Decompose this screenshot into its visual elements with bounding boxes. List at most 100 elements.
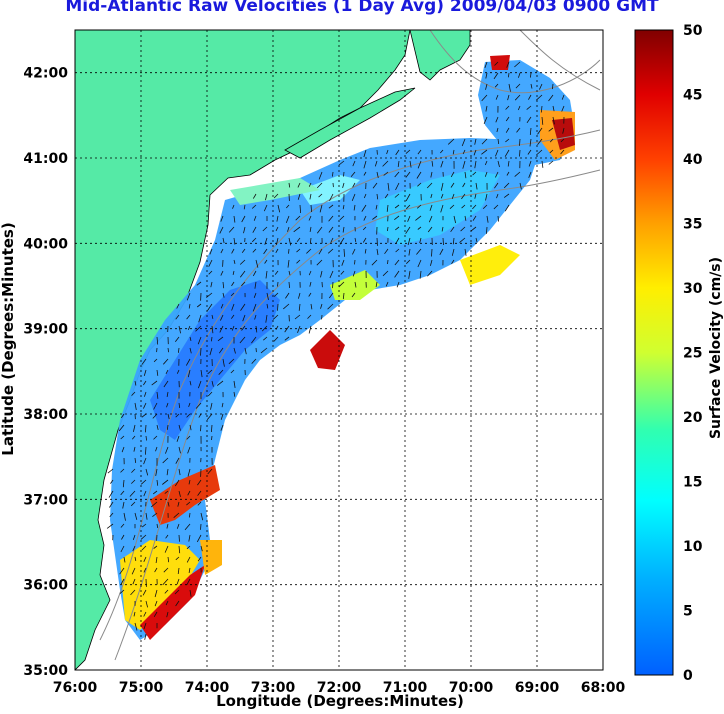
velocity-arrow [232,204,235,209]
velocity-arrow [209,347,213,356]
velocity-arrow [143,457,147,465]
velocity-arrow [449,204,455,209]
velocity-arrow [162,457,169,464]
velocity-arrow [163,358,169,365]
velocity-arrow [120,435,125,440]
velocity-arrow [122,501,125,509]
velocity-arrow [341,259,345,266]
colorbar-tick-label: 45 [683,88,702,104]
velocity-arrow [450,182,455,188]
velocity-arrow [220,424,224,431]
velocity-arrow [274,270,279,275]
velocity-arrow [295,215,301,221]
velocity-arrow [464,171,467,179]
velocity-arrow [354,237,357,242]
velocity-arrow [211,424,213,433]
velocity-arrow [164,589,169,594]
velocity-arrow [470,226,477,232]
velocity-arrow [460,226,466,232]
velocity-arrow [288,182,291,188]
velocity-arrow [375,281,378,287]
velocity-arrow [417,149,422,155]
velocity-arrow [352,182,356,188]
velocity-arrow [516,127,521,133]
velocity-arrow [185,358,191,366]
velocity-arrow [328,204,334,209]
velocity-arrow [560,138,565,143]
velocity-arrow [528,94,532,100]
velocity-arrow [186,413,191,418]
velocity-arrow [253,215,257,221]
velocity-arrow [241,215,246,223]
velocity-arrow [275,248,279,254]
velocity-arrow [176,303,180,309]
velocity-arrow [309,193,312,200]
velocity-arrow [284,336,290,341]
velocity-arrow [155,446,158,452]
velocity-arrow [416,204,422,209]
velocity-arrow [233,215,236,223]
velocity-arrow [154,567,158,573]
velocity-arrow [343,248,345,257]
velocity-arrow [332,281,334,289]
velocity-arrow [134,622,138,631]
velocity-arrow [143,402,147,409]
y-tick-label: 41:00 [23,151,68,167]
velocity-arrow [363,160,367,169]
velocity-arrow [485,105,488,112]
velocity-arrow [518,72,521,78]
velocity-arrow [240,303,246,311]
velocity-arrow [118,424,125,432]
velocity-arrow [461,193,466,200]
velocity-arrow [394,193,400,198]
velocity-arrow [265,193,268,201]
velocity-arrow [244,347,247,355]
velocity-arrow [162,479,169,485]
y-tick-label: 42:00 [23,66,68,82]
velocity-arrow [231,303,235,311]
velocity-arrow [131,435,136,440]
velocity-arrow [211,380,214,387]
x-tick-label: 69:00 [515,680,560,696]
velocity-arrow [132,578,136,585]
velocity-arrow [417,160,422,169]
velocity-arrow [151,380,158,386]
velocity-arrow [167,501,170,507]
plot-frame [74,29,604,671]
velocity-arrow [152,490,158,495]
velocity-arrow [472,204,477,210]
velocity-arrow [427,270,433,277]
velocity-arrow [293,226,301,233]
velocity-arrow [109,501,114,508]
velocity-arrow [374,160,378,167]
velocity-arrow [220,314,224,321]
velocity-arrow [109,512,114,518]
y-tick-label: 38:00 [23,407,68,423]
velocity-arrow [276,237,279,245]
velocity-arrow [200,424,202,432]
x-tick-label: 73:00 [251,680,296,696]
velocity-arrow [152,413,158,419]
velocity-arrow [228,358,235,365]
velocity-arrow [141,523,147,528]
velocity-arrow [166,391,169,397]
velocity-arrow [318,171,323,180]
velocity-arrow [495,116,499,123]
velocity-arrow [540,105,543,113]
velocity-arrow [233,347,236,354]
velocity-arrow [131,567,136,575]
velocity-arrow [211,336,213,342]
x-tick-label: 75:00 [119,680,164,696]
velocity-arrow [263,248,268,255]
velocity-arrow [407,237,411,246]
velocity-arrow [220,248,224,254]
velocity-arrow [395,182,400,191]
velocity-arrow [189,347,192,354]
velocity-arrow [441,226,444,232]
velocity-arrow [252,226,257,233]
velocity-arrow [361,204,367,212]
velocity-arrow [288,248,290,254]
velocity-arrow [474,138,477,145]
velocity-arrow [442,237,444,246]
velocity-arrow [121,446,125,453]
